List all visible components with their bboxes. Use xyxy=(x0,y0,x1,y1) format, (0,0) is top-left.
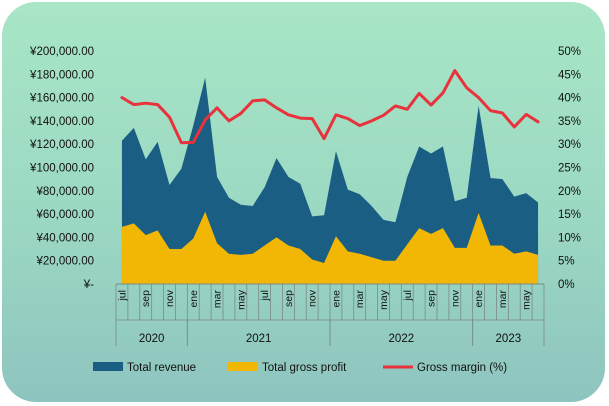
y-right-tick-label: 30% xyxy=(558,139,581,151)
y-left-tick-label: ¥180,000.00 xyxy=(29,69,94,81)
y-right-tick-label: 40% xyxy=(558,93,581,105)
y-right-tick-label: 20% xyxy=(558,186,581,198)
x-tick-label: sep xyxy=(140,290,152,307)
legend-label: Total gross profit xyxy=(262,362,347,374)
x-tick-label: nov xyxy=(164,289,176,307)
y-left-tick-label: ¥20,000.00 xyxy=(35,256,94,268)
y-left-tick-label: ¥140,000.00 xyxy=(29,116,94,128)
x-tick-label: nov xyxy=(449,289,461,307)
legend: Total revenue Total gross profit Gross mar… xyxy=(93,362,507,374)
legend-swatch xyxy=(228,362,258,371)
x-tick-label: nov xyxy=(307,289,319,307)
y-left-tick-label: ¥40,000.00 xyxy=(35,232,94,244)
y-left-tick-label: ¥200,000.00 xyxy=(29,46,94,58)
x-tick-label: jul xyxy=(116,290,128,302)
x-tick-label: may xyxy=(521,289,533,310)
series-total-gross-profit-area xyxy=(121,211,539,284)
y-right-tick-label: 10% xyxy=(558,232,581,244)
x-tick-label: sep xyxy=(426,290,438,307)
year-label: 2022 xyxy=(389,333,415,345)
y-right-tick-label: 45% xyxy=(558,69,581,81)
y-left-tick-label: ¥100,000.00 xyxy=(29,163,94,175)
x-tick-label: ene xyxy=(330,290,342,308)
x-tick-label: jul xyxy=(402,290,414,302)
year-label: 2023 xyxy=(496,333,522,345)
x-tick-label: mar xyxy=(212,290,224,309)
y-left-tick-label: ¥80,000.00 xyxy=(35,186,94,198)
year-label: 2020 xyxy=(139,333,165,345)
legend-label: Gross margin (%) xyxy=(417,362,507,374)
series-gross-margin-line xyxy=(120,69,540,145)
x-tick-label: may xyxy=(235,289,247,310)
x-tick-label: sep xyxy=(283,290,295,307)
y-right-tick-label: 0% xyxy=(558,279,575,291)
y-right-tick-label: 50% xyxy=(558,46,581,58)
y-right-tick-label: 35% xyxy=(558,116,581,128)
year-label: 2021 xyxy=(246,333,272,345)
legend-label: Total revenue xyxy=(127,362,196,374)
y-left-tick-label: ¥160,000.00 xyxy=(29,93,94,105)
x-tick-label: mar xyxy=(497,290,509,309)
y-right-tick-label: 25% xyxy=(558,163,581,175)
y-left-tick-label: ¥60,000.00 xyxy=(35,209,94,221)
legend-swatch xyxy=(93,362,123,371)
y-right-tick-label: 15% xyxy=(558,209,581,221)
x-tick-label: ene xyxy=(473,290,485,308)
series-total-revenue-area xyxy=(121,77,539,284)
y-right-tick-label: 5% xyxy=(558,256,575,268)
x-tick-label: jul xyxy=(259,290,271,302)
y-left-tick-label: ¥- xyxy=(83,279,94,291)
y-left-tick-label: ¥120,000.00 xyxy=(29,139,94,151)
x-tick-label: mar xyxy=(354,290,366,309)
x-tick-label: ene xyxy=(188,290,200,308)
x-tick-label: may xyxy=(378,289,390,310)
